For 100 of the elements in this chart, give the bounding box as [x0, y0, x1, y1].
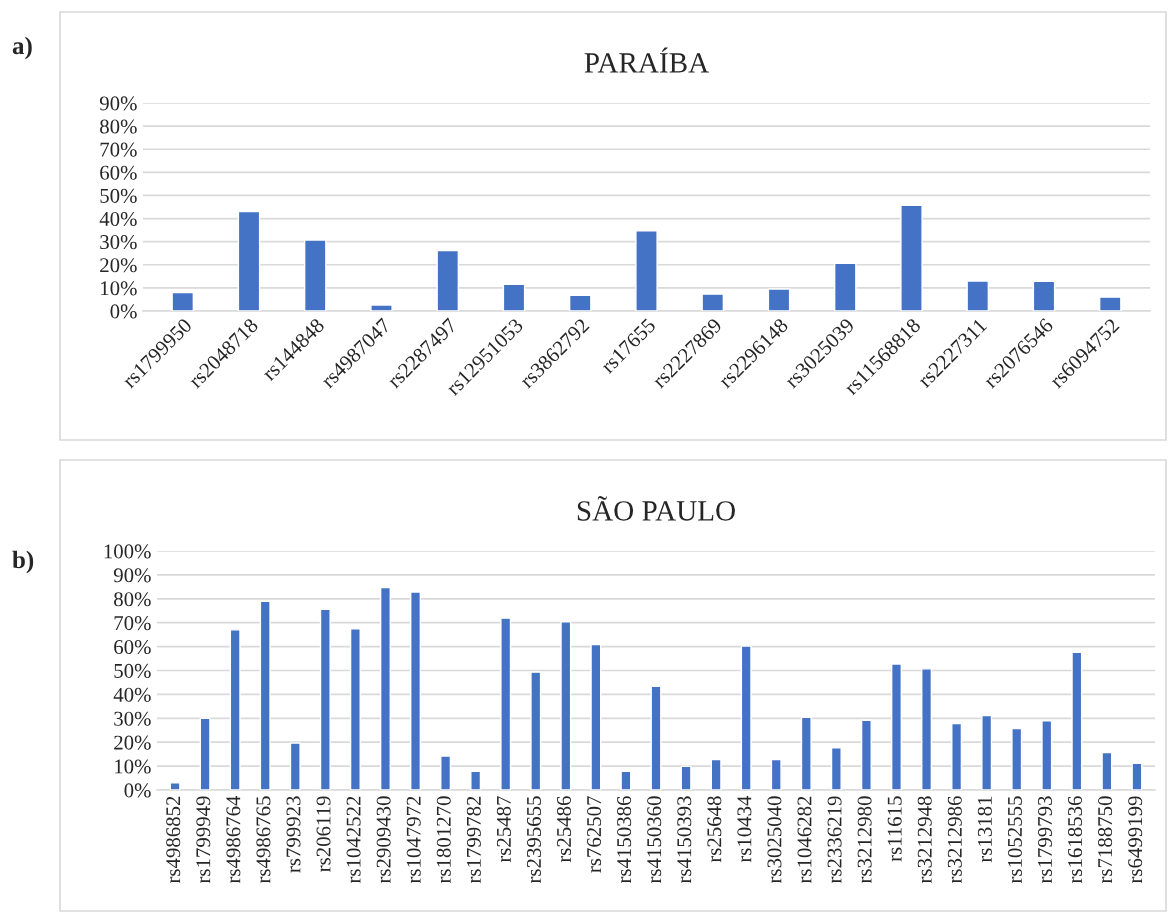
y-tick-label: 80% [114, 592, 151, 607]
y-tick-label: 20% [100, 258, 137, 273]
y-tick-label: 50% [114, 663, 151, 678]
y-tick-label: 40% [99, 211, 137, 227]
y-tick-label: 10% [101, 281, 137, 296]
x-tick-label: rs2395655 [526, 796, 541, 884]
bar [740, 645, 752, 790]
bar [436, 249, 460, 311]
bar [1131, 762, 1143, 790]
bar [833, 262, 857, 311]
x-tick-label: rs4150386 [617, 796, 632, 884]
x-tick-label: rs3212948 [917, 796, 932, 884]
y-tick-label: 30% [100, 235, 137, 250]
bar [800, 716, 812, 790]
bar [860, 719, 872, 790]
x-tick-label: rs4986765 [256, 796, 271, 884]
y-tick-label: 40% [113, 687, 151, 702]
bar [680, 765, 692, 790]
bar [560, 621, 572, 790]
bar [710, 758, 722, 790]
y-tick-label: 90% [99, 96, 137, 111]
x-tick-label: rs25486 [556, 796, 572, 863]
bar [620, 770, 632, 790]
x-tick-label: rs3212980 [857, 796, 872, 884]
y-tick-label: 70% [100, 142, 137, 157]
x-tick-label: rs1046282 [797, 796, 812, 884]
y-tick-label: 60% [100, 165, 137, 180]
x-tick-label: rs1618536 [1068, 796, 1083, 884]
x-tick-label: rs10434 [737, 795, 752, 863]
bar [635, 230, 658, 311]
x-tick-label: rs4986764 [226, 795, 241, 884]
x-tick-label: rs1047972 [406, 796, 421, 884]
bar [470, 770, 482, 790]
x-tick-label: rs2909430 [376, 796, 391, 884]
bar [1101, 751, 1113, 790]
bar [303, 239, 327, 311]
bar [199, 717, 211, 790]
bar [1071, 651, 1083, 790]
bar [500, 617, 512, 790]
bar [1098, 296, 1122, 311]
bar [259, 600, 271, 790]
bar [767, 288, 791, 311]
bar [1041, 720, 1053, 790]
x-tick-label: rs25648 [707, 796, 722, 863]
bar [890, 663, 902, 790]
bar [502, 283, 526, 311]
bar [770, 758, 782, 790]
x-tick-label: rs206119 [316, 796, 331, 872]
y-tick-label: 10% [115, 759, 151, 774]
x-tick-label: rs11615 [887, 796, 902, 862]
x-tick-label: rs799923 [286, 796, 301, 873]
x-tick-label: rs13181 [977, 796, 992, 863]
bar [169, 782, 181, 790]
x-tick-label: rs4986852 [166, 796, 181, 884]
bar [440, 755, 452, 790]
bar [237, 210, 261, 311]
chart-title: PARAÍBA [584, 47, 709, 73]
x-tick-label: rs4150360 [647, 796, 662, 884]
y-tick-label: 90% [113, 568, 151, 583]
x-tick-label: rs25487 [496, 796, 511, 863]
text: b) [12, 550, 34, 574]
x-tick-label: rs1801270 [436, 796, 451, 884]
y-tick-label: 100% [104, 544, 151, 559]
bar [289, 742, 301, 790]
bar [370, 304, 393, 311]
chart-title: SÃO PAULO [577, 496, 735, 521]
x-tick-label: rs1042522 [346, 796, 361, 884]
x-tick-label: rs1799782 [466, 796, 481, 884]
x-tick-label: rs1799793 [1038, 796, 1052, 884]
x-tick-label: rs1799949 [196, 796, 211, 884]
bar [171, 291, 195, 311]
y-tick-label: 80% [100, 119, 137, 134]
y-tick-label: 0% [124, 783, 151, 798]
x-tick-label: rs3025040 [767, 796, 782, 884]
text: a) [12, 36, 32, 60]
bar [229, 629, 241, 790]
bar [379, 586, 391, 790]
bar [568, 294, 592, 311]
y-tick-label: 20% [114, 735, 151, 750]
x-tick-label: rs762507 [587, 796, 602, 873]
bar [1032, 280, 1056, 311]
x-tick-label: rs7188750 [1098, 796, 1113, 884]
bar [349, 628, 361, 790]
y-tick-label: 70% [114, 616, 151, 631]
bar [900, 204, 923, 311]
x-tick-label: rs1052555 [1007, 796, 1022, 884]
bar [319, 608, 331, 790]
x-tick-label: rs2336219 [827, 796, 842, 884]
bar [830, 747, 842, 790]
y-tick-label: 0% [110, 304, 137, 319]
bar [951, 722, 963, 790]
y-tick-label: 60% [114, 639, 151, 655]
bar [921, 668, 933, 790]
bar [966, 280, 990, 311]
bar [1011, 727, 1023, 790]
bar [981, 714, 993, 790]
x-tick-label: rs4150393 [677, 796, 692, 884]
y-tick-label: 50% [100, 188, 137, 203]
bar [410, 591, 422, 790]
y-tick-label: 30% [114, 711, 151, 726]
